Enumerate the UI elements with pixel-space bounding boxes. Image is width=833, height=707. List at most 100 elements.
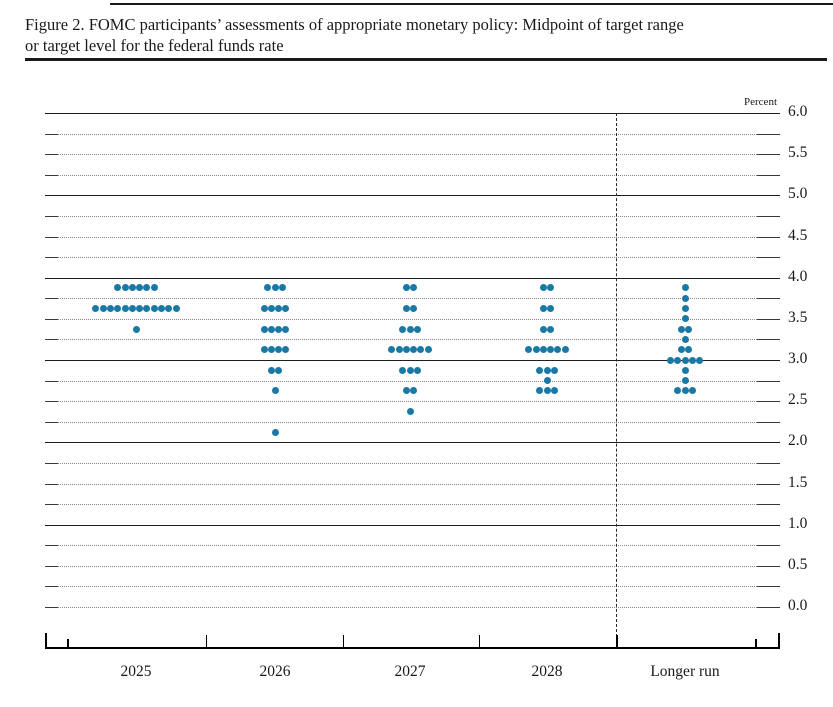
- projection-dot: [681, 356, 689, 364]
- x-axis-line: [45, 647, 780, 649]
- gridline-dotted: [58, 545, 757, 547]
- projection-dot: [99, 305, 107, 313]
- projection-dot: [696, 356, 704, 364]
- y-axis-unit-label: Percent: [744, 96, 777, 108]
- projection-dot: [406, 366, 414, 374]
- gridline-right-tick: [757, 421, 780, 423]
- gridline-dotted: [58, 483, 757, 485]
- projection-dot: [561, 346, 569, 354]
- gridline-right-tick: [757, 504, 780, 506]
- projection-dot: [410, 284, 418, 292]
- projection-dot: [666, 356, 674, 364]
- gridline-dotted: [58, 339, 757, 341]
- y-axis-label: 0.0: [788, 597, 808, 614]
- projection-dot: [132, 325, 140, 333]
- gridline-solid: [45, 195, 780, 197]
- projection-dot: [410, 387, 418, 395]
- longer-run-separator-line: [616, 113, 617, 647]
- projection-dot: [525, 346, 533, 354]
- x-axis-endcap: [45, 633, 47, 647]
- projection-dot: [543, 387, 551, 395]
- x-axis-minor-tick: [67, 639, 69, 647]
- projection-dot: [275, 346, 283, 354]
- y-axis-label: 6.0: [788, 103, 808, 120]
- projection-dot: [681, 305, 689, 313]
- projection-dot: [406, 325, 414, 333]
- y-axis-label: 3.0: [788, 350, 808, 367]
- projection-dot: [539, 325, 547, 333]
- projection-dot: [158, 305, 166, 313]
- gridline-dotted: [58, 586, 757, 588]
- projection-dot: [539, 284, 547, 292]
- gridline-dotted: [58, 504, 757, 506]
- x-axis-boundary-tick: [205, 635, 208, 647]
- y-axis-label: 2.0: [788, 432, 808, 450]
- projection-dot: [278, 284, 286, 292]
- x-axis-category-label: 2028: [531, 663, 563, 680]
- projection-dot: [402, 387, 410, 395]
- x-axis-category-label: 2026: [259, 663, 291, 680]
- projection-dot: [681, 284, 689, 292]
- projection-dot: [402, 346, 410, 354]
- projection-dot: [121, 305, 129, 313]
- gridline-left-tick: [45, 236, 58, 238]
- gridline-right-tick: [757, 257, 780, 259]
- gridline-left-tick: [45, 545, 58, 547]
- projection-dot: [121, 284, 129, 292]
- gridline-left-tick: [45, 174, 58, 176]
- y-axis-label: 1.5: [788, 473, 808, 491]
- projection-dot: [539, 346, 547, 354]
- gridline-right-tick: [757, 133, 780, 135]
- gridline-left-tick: [45, 257, 58, 259]
- projection-dot: [547, 346, 555, 354]
- projection-dot: [550, 366, 558, 374]
- x-axis-category-label: Longer run: [650, 663, 720, 680]
- gridline-dotted: [58, 401, 757, 403]
- projection-dot: [399, 366, 407, 374]
- gridline-left-tick: [45, 380, 58, 382]
- title-rule: [25, 58, 827, 61]
- projection-dot: [413, 366, 421, 374]
- projection-dot: [92, 305, 100, 313]
- gridline-left-tick: [45, 483, 58, 485]
- gridline-left-tick: [45, 504, 58, 506]
- x-axis-category-label: 2025: [120, 663, 152, 680]
- y-axis-label: 5.5: [788, 144, 808, 162]
- gridline-solid: [45, 360, 780, 361]
- y-axis-label: 4.5: [788, 226, 808, 244]
- projection-dot: [402, 284, 410, 292]
- projection-dot: [275, 305, 283, 313]
- projection-dot: [424, 346, 432, 354]
- gridline-right-tick: [757, 565, 780, 567]
- y-axis-label: 0.5: [788, 555, 808, 573]
- projection-dot: [681, 377, 689, 385]
- gridline-right-tick: [757, 215, 780, 217]
- projection-dot: [402, 305, 410, 313]
- projection-dot: [536, 387, 544, 395]
- projection-dot: [267, 346, 275, 354]
- projection-dot: [271, 387, 279, 395]
- projection-dot: [267, 325, 275, 333]
- projection-dot: [413, 325, 421, 333]
- projection-dot: [271, 284, 279, 292]
- projection-dot: [681, 294, 689, 302]
- figure-title-line1: Figure 2. FOMC participants’ assessments…: [25, 15, 684, 34]
- gridline-dotted: [58, 380, 757, 382]
- gridline-solid: [45, 442, 780, 444]
- gridline-left-tick: [45, 565, 58, 567]
- projection-dot: [677, 325, 685, 333]
- projection-dot: [260, 346, 268, 354]
- projection-dot: [128, 305, 136, 313]
- gridline-dotted: [58, 154, 757, 156]
- projection-dot: [532, 346, 540, 354]
- projection-dot: [172, 305, 180, 313]
- projection-dot: [388, 346, 396, 354]
- gridline-solid: [45, 277, 780, 279]
- projection-dot: [410, 346, 418, 354]
- projection-dot: [399, 325, 407, 333]
- gridline-dotted: [58, 215, 757, 217]
- gridline-right-tick: [757, 586, 780, 588]
- projection-dot: [267, 305, 275, 313]
- projection-dot: [417, 346, 425, 354]
